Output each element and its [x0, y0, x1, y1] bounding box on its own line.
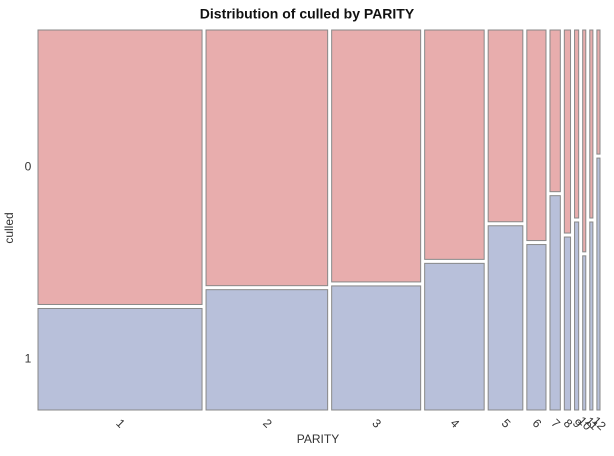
mosaic-cell [574, 221, 580, 411]
mosaic-cell [487, 29, 524, 223]
mosaic-cell [589, 29, 594, 219]
mosaic-cell [205, 289, 329, 411]
x-tick-label: 5 [499, 416, 514, 431]
y-tick-label: 0 [25, 159, 32, 173]
mosaic-cell [526, 29, 547, 242]
mosaic-cell [424, 29, 485, 260]
x-tick-label: 7 [548, 416, 563, 431]
mosaic-cell [205, 29, 329, 287]
mosaic-cell [331, 285, 422, 411]
x-axis-label: PARITY [297, 432, 339, 446]
mosaic-cell [574, 29, 580, 219]
x-tick-label: 3 [369, 416, 384, 431]
mosaic-cell [596, 157, 601, 411]
mosaic-cell [424, 262, 485, 411]
mosaic-cell [549, 195, 561, 411]
mosaic-cell [563, 236, 572, 411]
mosaic-cell [526, 244, 547, 411]
x-tick-label: 4 [448, 416, 463, 431]
x-tick-label: 6 [530, 416, 545, 431]
mosaic-cell [596, 29, 601, 155]
x-tick-label: 2 [260, 416, 275, 431]
y-axis-label: culled [2, 212, 16, 243]
y-tick-label: 1 [25, 351, 32, 365]
mosaic-cell [563, 29, 572, 234]
mosaic-cell [582, 29, 587, 253]
chart-title: Distribution of culled by PARITY [200, 6, 415, 22]
mosaic-cell [582, 255, 587, 411]
mosaic-cell [37, 29, 203, 305]
mosaic-cell [37, 307, 203, 411]
mosaic-cell [549, 29, 561, 193]
mosaic-cell [331, 29, 422, 283]
x-tick-label: 1 [113, 416, 128, 431]
mosaic-cell [487, 225, 524, 411]
mosaic-cell [589, 221, 594, 411]
